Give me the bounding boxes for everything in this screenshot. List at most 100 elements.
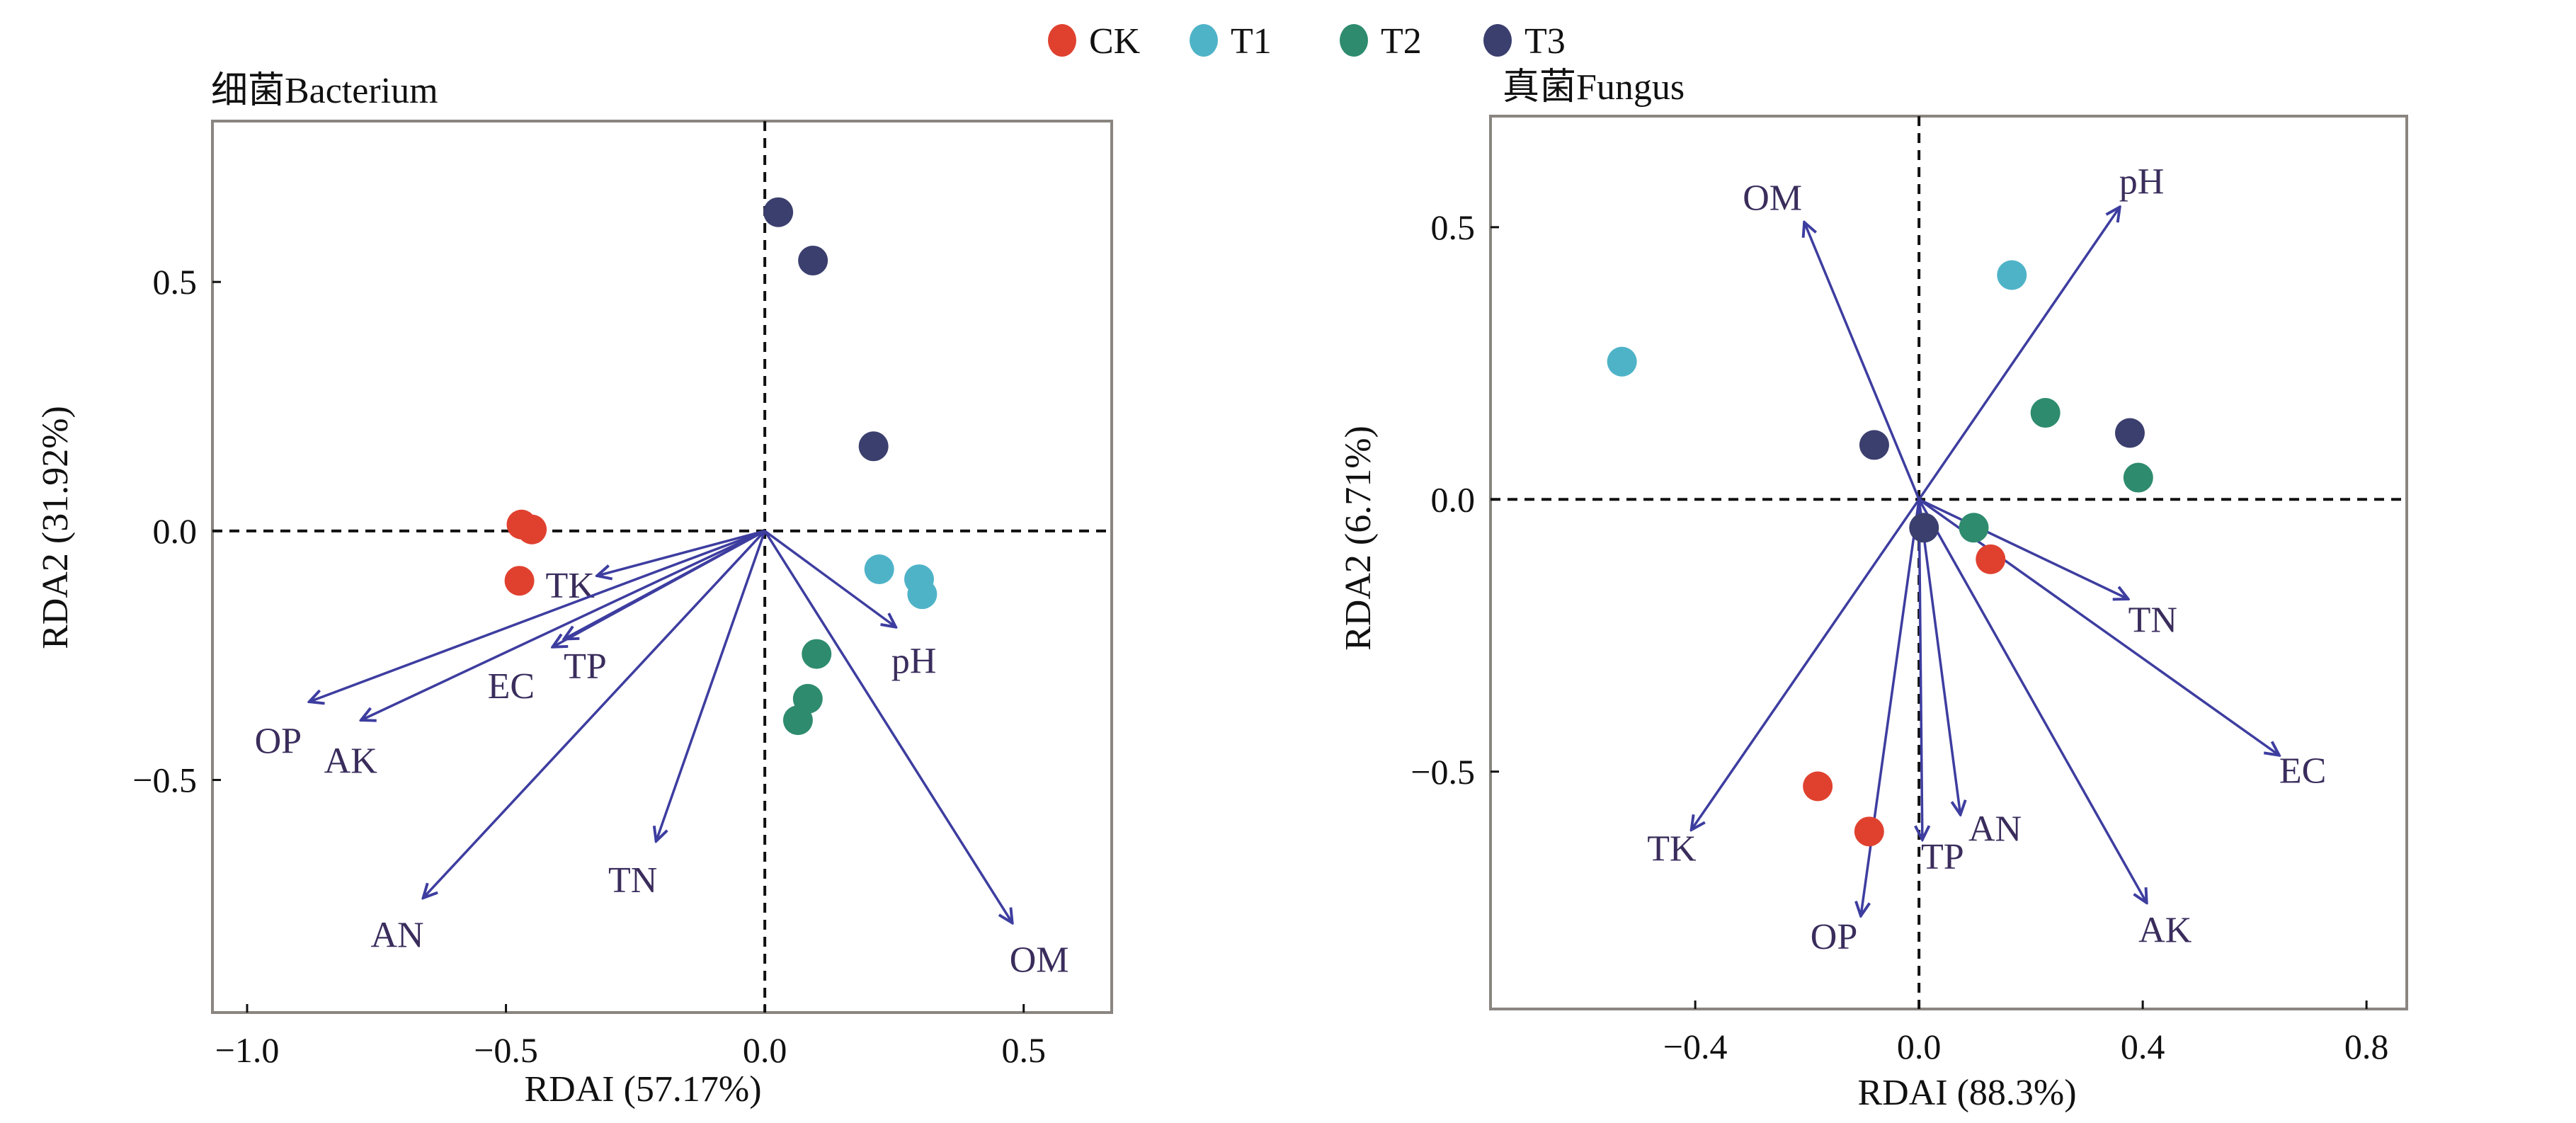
vector-arrow <box>656 530 766 841</box>
vector-label: AK <box>2138 911 2192 951</box>
legend-item-t1: T1 <box>1190 21 1272 62</box>
legend-label: CK <box>1089 21 1141 62</box>
vector-arrow <box>1918 498 2279 755</box>
series-t1 <box>864 554 937 610</box>
vector-label: AK <box>324 741 378 781</box>
vector-arrow <box>423 530 766 898</box>
data-point-ck <box>1854 816 1884 847</box>
vector-label: OM <box>1743 178 1802 219</box>
vector-tp: TP <box>1919 499 1964 877</box>
vector-label: OP <box>255 721 302 761</box>
data-point-t2 <box>802 639 832 669</box>
y-axis-label: RDA2 (6.71%) <box>1338 426 1379 651</box>
data-point-t2 <box>2123 462 2153 493</box>
data-point-ck <box>517 514 547 545</box>
vector-an: AN <box>1917 499 2022 850</box>
vector-label: TN <box>2128 600 2177 640</box>
vector-om: OM <box>1743 178 1920 500</box>
data-point-t3 <box>858 431 889 462</box>
series-ck <box>1803 544 2006 847</box>
vector-arrow <box>597 530 765 576</box>
x-tick-label: 0.0 <box>743 1030 787 1070</box>
vector-arrow <box>309 530 765 702</box>
vector-arrow <box>1917 207 2120 501</box>
vector-arrow <box>1692 498 1920 830</box>
data-point-t3 <box>2114 418 2145 448</box>
vector-label: EC <box>488 666 535 707</box>
vector-label: TP <box>1921 837 1964 877</box>
plot-frame <box>1489 115 2408 1010</box>
x-tick-label: 0.8 <box>2344 1027 2389 1066</box>
legend-marker <box>1190 24 1218 57</box>
legend-marker <box>1340 24 1368 57</box>
vector-tn: TN <box>1918 498 2177 640</box>
data-point-ck <box>504 566 535 596</box>
y-axis-label: RDA2 (31.92%) <box>35 406 76 649</box>
legend-marker <box>1048 24 1076 57</box>
y-tick-label: 0.0 <box>1431 479 1476 519</box>
vector-om: OM <box>763 530 1069 981</box>
series-t3 <box>1859 418 2145 543</box>
vector-arrow <box>1917 499 1960 814</box>
vector-label: EC <box>2279 751 2326 791</box>
vector-ec: EC <box>1918 498 2326 791</box>
vector-tn: TN <box>608 530 766 901</box>
series-ck <box>504 509 547 596</box>
fungus-panel: 真菌Fungus RDAI (88.3%) RDA2 (6.71%) −0.4 0… <box>1338 67 2408 1113</box>
legend: CK T1 T2 T3 <box>1048 21 1566 62</box>
vector-ak: AK <box>1917 498 2192 951</box>
legend-item-ck: CK <box>1048 21 1141 62</box>
data-point-t2 <box>2030 398 2061 428</box>
legend-label: T2 <box>1381 21 1422 62</box>
data-point-t2 <box>782 705 813 736</box>
vector-ph: pH <box>764 530 936 682</box>
vector-arrow <box>1919 499 1922 840</box>
bacterium-panel: 细菌Bacterium RDAI (57.17%) RDA2 (31.92%) … <box>35 71 1113 1110</box>
vector-arrow <box>1917 498 2147 903</box>
vector-label: AN <box>1968 809 2022 850</box>
vector-tp: TP <box>564 530 765 687</box>
vector-arrow <box>763 530 1012 923</box>
vector-ph: pH <box>1917 161 2165 501</box>
series-t3 <box>763 197 889 462</box>
y-tick-label: −0.5 <box>1410 752 1475 792</box>
vector-label: TK <box>546 566 595 606</box>
vector-arrow <box>1918 498 2128 599</box>
vector-label: TP <box>564 646 607 687</box>
legend-label: T3 <box>1524 21 1566 62</box>
data-point-t3 <box>798 245 828 275</box>
vector-tk: TK <box>546 530 765 606</box>
vector-tk: TK <box>1647 498 1920 869</box>
data-point-t3 <box>1859 430 1889 460</box>
data-point-t1 <box>907 579 937 610</box>
vector-an: AN <box>370 530 766 956</box>
vector-op: OP <box>255 530 765 761</box>
legend-label: T1 <box>1231 21 1272 62</box>
vector-ak: AK <box>324 530 765 781</box>
series-t2 <box>782 639 832 736</box>
x-tick-label: −1.0 <box>215 1030 280 1070</box>
data-point-ck <box>1976 544 2006 574</box>
data-point-t3 <box>763 197 794 227</box>
series-t1 <box>1607 260 2027 377</box>
vector-op: OP <box>1811 499 1920 957</box>
vector-arrow <box>1804 222 1920 500</box>
data-point-t3 <box>1909 513 1939 543</box>
data-point-t1 <box>864 554 894 585</box>
data-point-ck <box>1803 771 1833 802</box>
x-tick-label: 0.0 <box>1897 1027 1942 1066</box>
x-tick-label: −0.4 <box>1663 1027 1728 1066</box>
data-point-t2 <box>1959 513 1989 543</box>
data-point-t1 <box>1607 346 1637 377</box>
y-tick-label: 0.5 <box>153 262 198 302</box>
y-tick-label: 0.5 <box>1431 207 1476 247</box>
legend-item-t2: T2 <box>1340 21 1422 62</box>
vector-label: OP <box>1811 917 1857 957</box>
vector-label: AN <box>370 916 423 956</box>
y-tick-label: 0.0 <box>153 511 198 551</box>
vector-label: pH <box>2119 161 2165 202</box>
legend-item-t3: T3 <box>1483 21 1566 62</box>
x-axis-label: RDAI (57.17%) <box>524 1069 761 1110</box>
x-tick-label: 0.5 <box>1001 1030 1046 1070</box>
x-tick-label: 0.4 <box>2121 1027 2165 1066</box>
